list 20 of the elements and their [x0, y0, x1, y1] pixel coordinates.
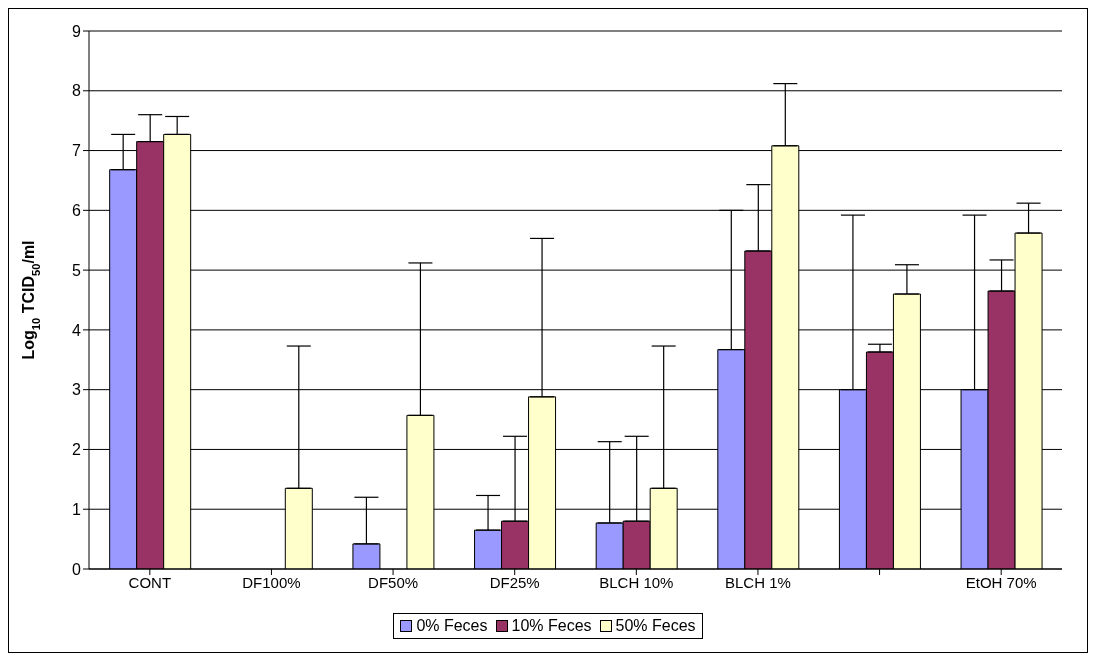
x-tick-label: BLCH 10%	[599, 573, 674, 591]
y-tick-label: 5	[72, 261, 82, 279]
legend-label: 10% Feces	[510, 617, 592, 635]
x-tick-label: DF100%	[242, 573, 301, 591]
x-tick-label: DF50%	[368, 573, 419, 591]
x-tick-label: BLCH 1%	[725, 573, 791, 591]
y-tick-label: 8	[72, 82, 82, 100]
y-tick-label: 3	[72, 381, 82, 399]
y-tick-label: 9	[72, 22, 82, 40]
x-tick-label: DF25%	[489, 573, 540, 591]
legend-label: 50% Feces	[614, 617, 696, 635]
y-tick-label: 7	[72, 142, 82, 160]
y-tick-label: 6	[72, 202, 82, 220]
x-tick-label: EtOH 70%	[965, 573, 1037, 591]
y-tick-label: 0	[72, 560, 82, 578]
x-tick-label: CONT	[128, 573, 172, 591]
y-tick-label: 4	[72, 321, 82, 339]
y-tick-label: 1	[72, 500, 82, 518]
y-tick-label: 2	[72, 441, 82, 459]
legend-label: 0% Feces	[415, 617, 488, 635]
